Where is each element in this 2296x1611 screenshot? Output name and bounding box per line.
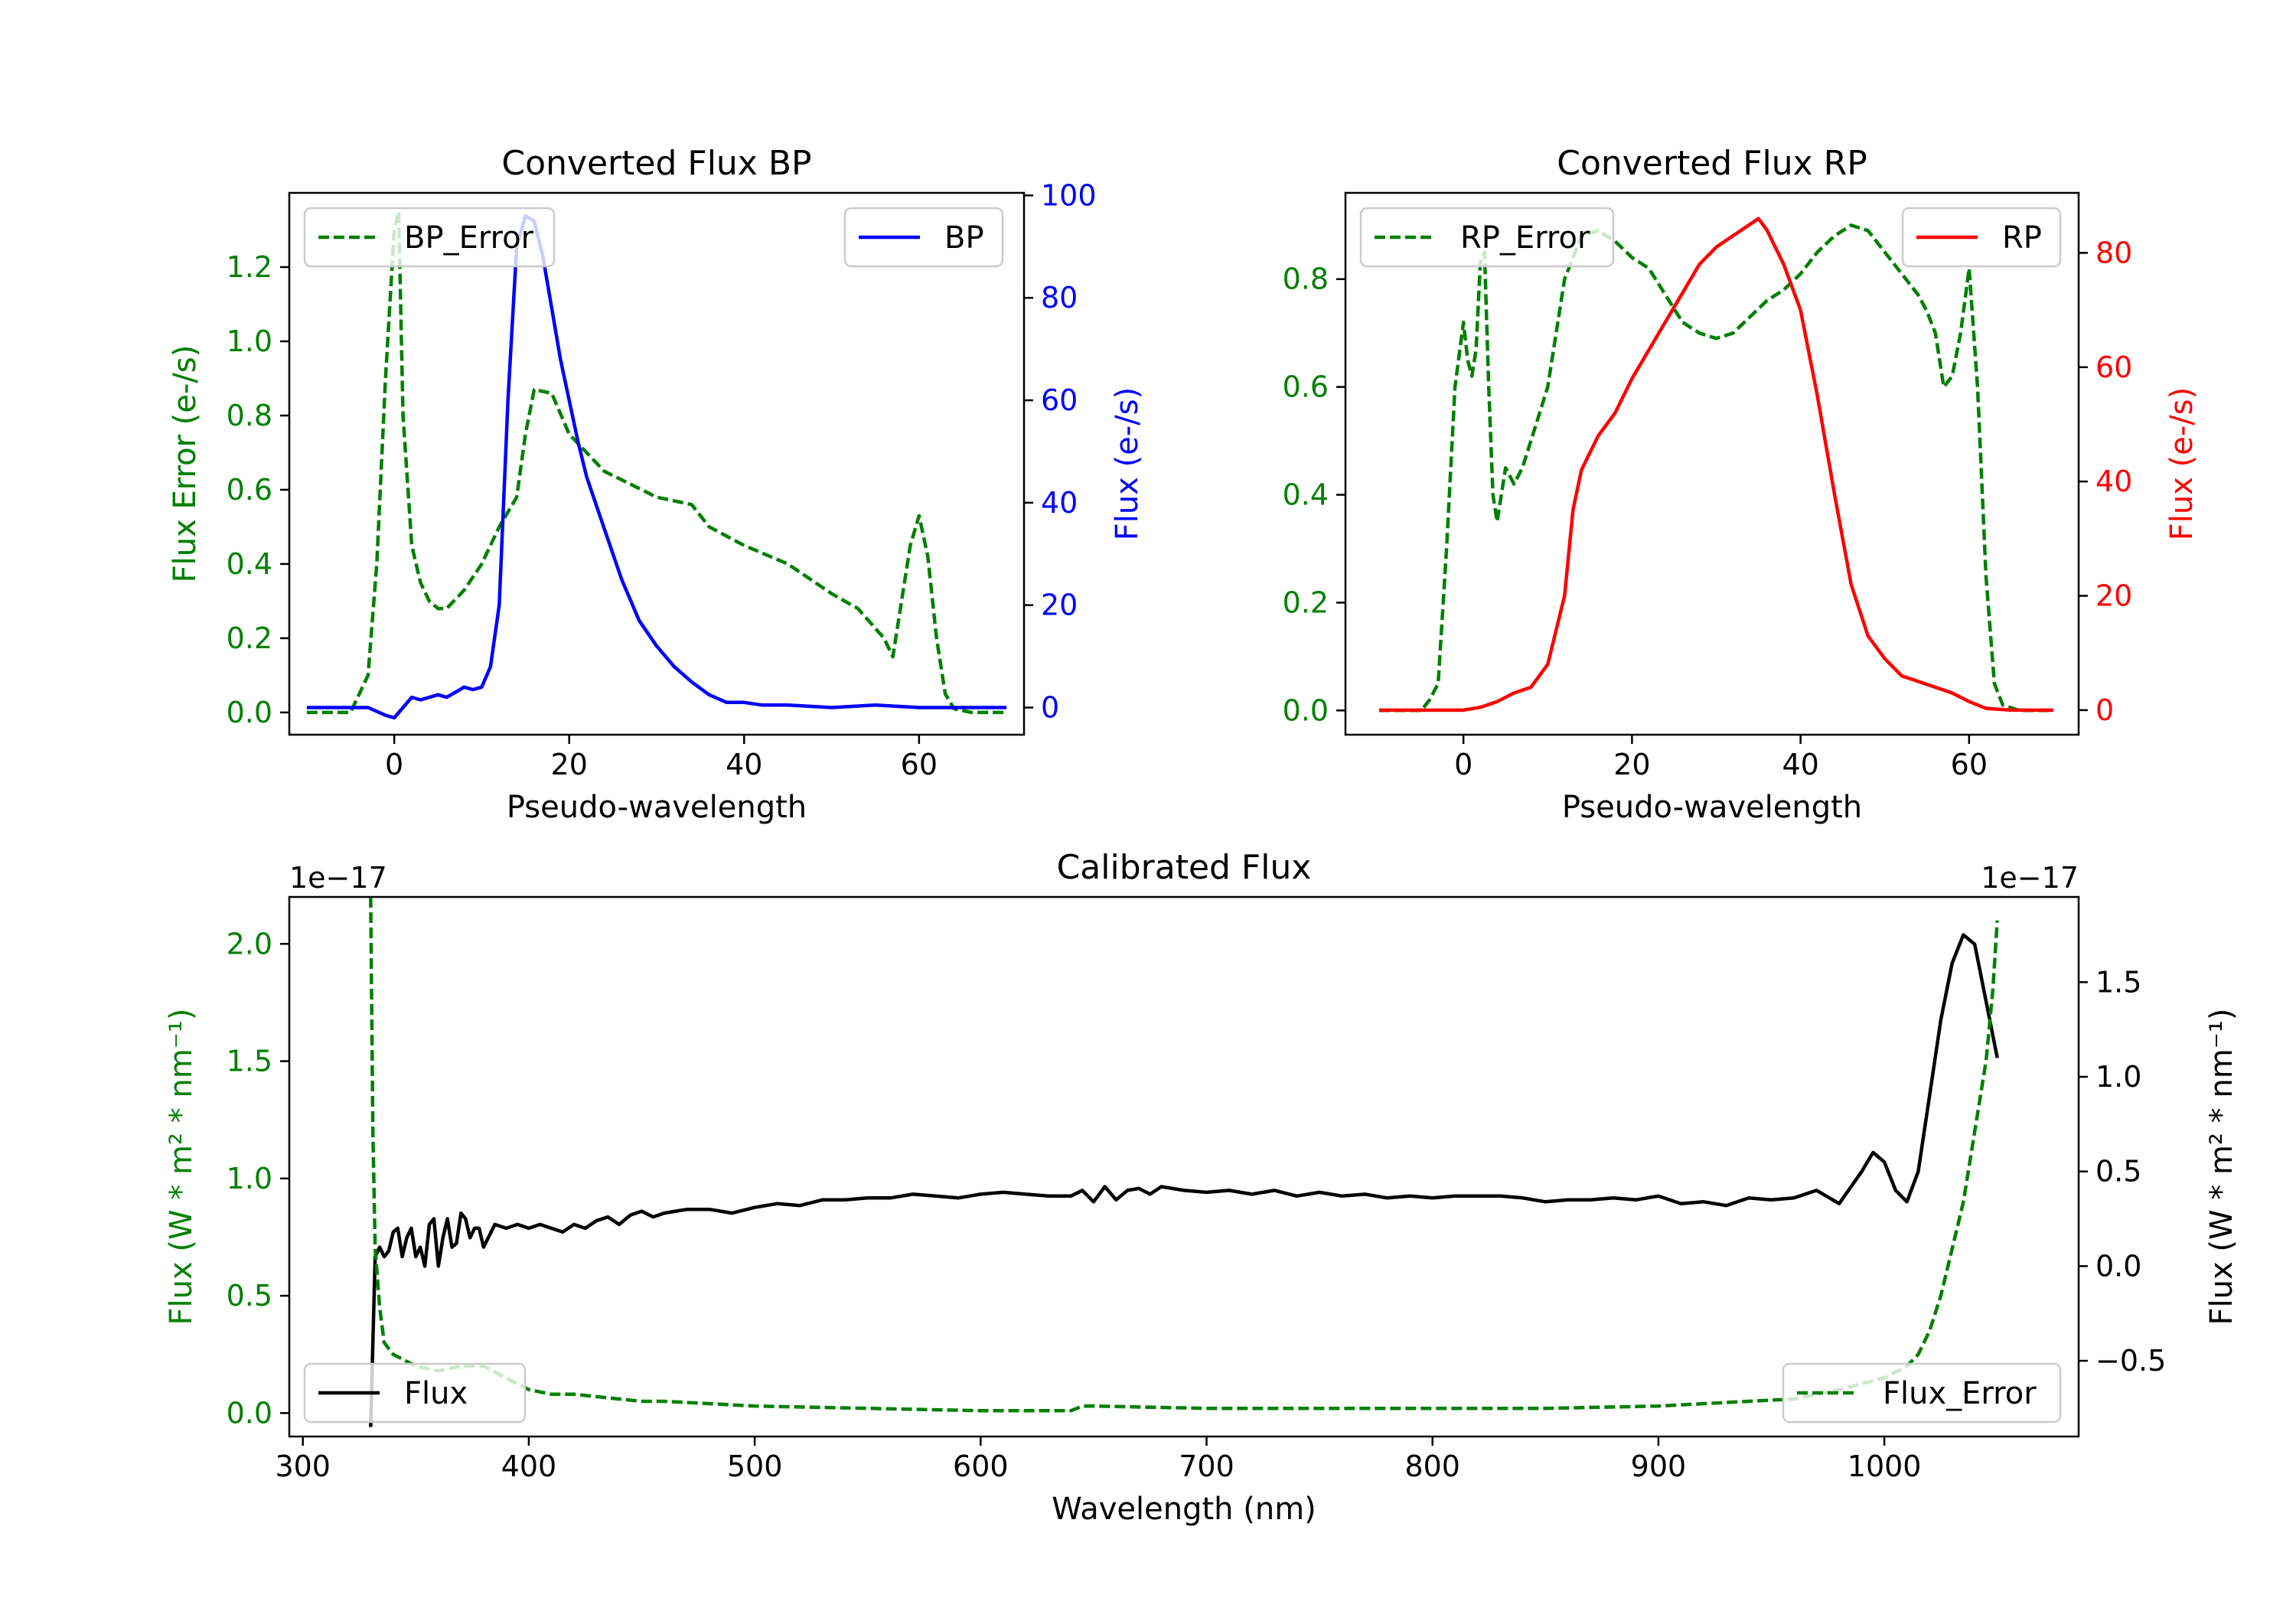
chart-title: Converted Flux RP [1557,144,1867,183]
y-left-tick-label: 2.0 [227,927,272,960]
x-tick-label: 400 [501,1450,557,1483]
chart-title: Converted Flux BP [501,144,811,183]
y-left-axis-label: Flux Error (e-/s) [168,345,203,583]
legend-box [303,1362,527,1423]
y-right-axis-label: Flux (e-/s) [1110,387,1145,540]
y-left-tick-label: 0.6 [1283,370,1329,404]
x-tick-label: 60 [1951,748,1988,781]
x-tick-label: 500 [727,1450,783,1483]
x-tick-label: 0 [1454,748,1473,781]
legend-label: RP [2002,220,2042,256]
x-axis-label: Wavelength (nm) [1052,1492,1316,1527]
y-right-tick-label: 1.5 [2095,965,2141,999]
y-right-tick-label: −0.5 [2095,1344,2166,1378]
y-left-tick-label: 0.5 [227,1279,272,1313]
legend-left: RP_Error [1359,207,1615,268]
plot-frame [288,895,2080,1438]
y-right-tick-label: 0.0 [2095,1249,2141,1283]
series-line-bp-error [306,209,1007,715]
series-line-flux [369,933,1999,1427]
legend-label: BP_Error [404,220,534,256]
y-left-tick-label: 1.0 [227,1162,272,1195]
y-right-tick-label: 100 [1041,178,1097,212]
x-tick-label: 800 [1404,1450,1460,1483]
x-tick-label: 700 [1179,1450,1234,1483]
legend-right: Flux_Error [1782,1362,2062,1423]
x-tick-label: 900 [1631,1450,1687,1483]
y-left-tick-label: 1.5 [227,1045,272,1078]
legend-box [1782,1362,2062,1423]
y-left-tick-label: 0.0 [1283,693,1329,727]
y-right-tick-label: 60 [1041,383,1078,417]
series-line-flux-error [369,897,1999,1413]
legend-right: BP [843,207,1004,268]
y-right-tick-label: 20 [1041,589,1078,622]
x-tick-label: 1000 [1848,1450,1922,1483]
y-left-axis-label: Flux (W * m² * nm⁻¹) [164,1009,199,1326]
legend-label: Flux [404,1376,468,1411]
x-axis-label: Pseudo-wavelength [1562,790,1862,825]
chart-1: 0 20 40 60 0.0 0.2 0.4 0.6 0.8 1.0 1.2 0 20 40 60 80 100… [168,144,1145,825]
y-right-axis-label: Flux (e-/s) [2164,387,2200,540]
y-left-tick-label: 0.0 [227,1396,272,1430]
x-tick-label: 600 [953,1450,1009,1483]
legend-box [1359,207,1615,268]
y-right-tick-label: 20 [2095,579,2132,613]
x-tick-label: 60 [901,748,938,781]
legend-label: Flux_Error [1883,1376,2037,1411]
y-left-tick-label: 0.6 [227,473,272,507]
x-tick-label: 300 [275,1450,331,1483]
y-right-tick-label: 0.5 [2095,1155,2141,1189]
y-left-tick-label: 0.8 [227,399,272,432]
y-left-tick-label: 0.8 [1283,263,1329,296]
legend-label: BP [944,220,984,256]
x-tick-label: 20 [551,748,588,781]
chart-3: 300 400 500 600 700 800 900 1000 0.0 0.5 1.0 1.5 2.0… [164,848,2239,1527]
legend-box [843,207,1004,268]
x-tick-label: 0 [385,748,403,781]
x-axis-label: Pseudo-wavelength [507,790,807,825]
y-left-offset-label: 1e−17 [289,861,387,895]
plot-frame [1344,191,2080,736]
y-right-tick-label: 0 [2095,693,2114,727]
y-right-offset-label: 1e−17 [1981,861,2079,895]
legend-left: Flux [303,1362,527,1423]
y-right-tick-label: 80 [2095,236,2132,269]
legend-box [303,207,556,268]
series-line-rp [1379,217,2053,713]
y-left-tick-label: 0.4 [1283,478,1329,512]
y-left-tick-label: 0.0 [227,696,272,729]
x-tick-label: 20 [1613,748,1650,781]
series-line-bp [306,214,1007,720]
y-left-tick-label: 1.0 [227,324,272,358]
x-tick-label: 40 [726,748,762,781]
chart-2: 0 20 40 60 0.0 0.2 0.4 0.6 0.8 0 20 40 60 80 Converted… [168,144,2200,825]
y-left-tick-label: 1.2 [227,250,272,284]
chart-title: Calibrated Flux [1057,848,1312,887]
y-right-tick-label: 80 [1041,281,1078,315]
y-right-tick-label: 40 [1041,486,1078,520]
y-right-tick-label: 60 [2095,351,2132,384]
y-left-tick-label: 0.4 [227,547,272,581]
y-left-axis-label: Flux Error (e-/s) [168,345,203,583]
y-right-axis-label: Flux (W * m² * nm⁻¹) [2204,1009,2239,1326]
legend-box [1901,207,2062,268]
series-line-rp-error [1379,223,2053,713]
y-left-tick-label: 0.2 [227,621,272,655]
legend-left: BP_Error [303,207,556,268]
y-right-tick-label: 0 [1041,691,1059,725]
y-right-tick-label: 1.0 [2095,1060,2141,1094]
legend-right: RP [1901,207,2062,268]
y-left-tick-label: 0.2 [1283,585,1329,619]
plot-frame [288,191,1026,736]
legend-label: RP_Error [1460,220,1590,256]
x-tick-label: 40 [1782,748,1818,781]
y-right-tick-label: 40 [2095,465,2132,498]
